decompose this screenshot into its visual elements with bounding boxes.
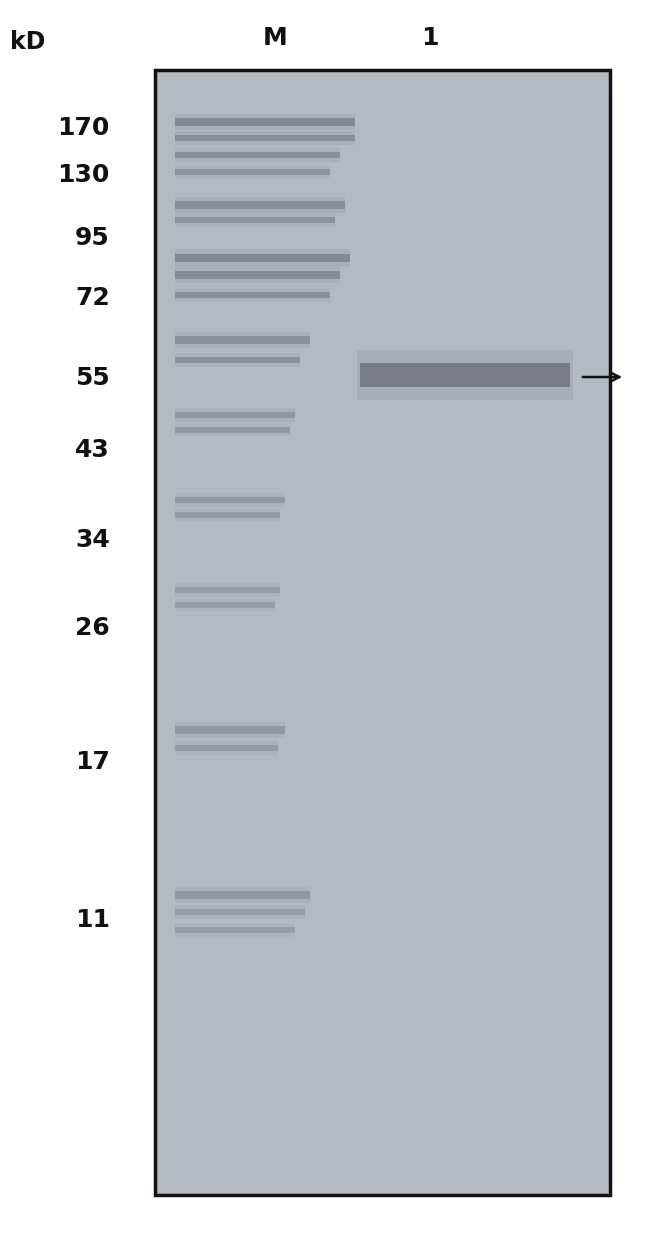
- Bar: [175, 891, 310, 899]
- Text: 26: 26: [75, 616, 110, 640]
- Bar: [175, 198, 345, 212]
- Bar: [360, 362, 570, 388]
- Text: 43: 43: [75, 438, 110, 462]
- Bar: [175, 602, 275, 608]
- Bar: [175, 292, 330, 297]
- Bar: [175, 599, 275, 611]
- Text: M: M: [263, 26, 287, 50]
- Bar: [175, 131, 355, 145]
- Bar: [175, 905, 305, 919]
- Bar: [175, 588, 280, 592]
- Bar: [175, 288, 330, 302]
- Bar: [155, 70, 610, 1195]
- Bar: [175, 428, 290, 432]
- Bar: [175, 424, 290, 436]
- Bar: [175, 268, 340, 282]
- Bar: [175, 118, 355, 126]
- Bar: [175, 352, 300, 367]
- Bar: [357, 350, 573, 400]
- Text: 55: 55: [75, 366, 110, 390]
- Bar: [175, 922, 295, 938]
- Text: 130: 130: [58, 162, 110, 188]
- Bar: [175, 726, 285, 734]
- Bar: [175, 492, 285, 508]
- Bar: [175, 152, 340, 158]
- Bar: [175, 582, 280, 598]
- Bar: [175, 412, 295, 418]
- Bar: [175, 509, 280, 521]
- Text: 34: 34: [75, 528, 110, 552]
- Bar: [175, 249, 350, 268]
- Text: 17: 17: [75, 750, 110, 774]
- Bar: [175, 498, 285, 502]
- Bar: [175, 254, 350, 262]
- Text: 1: 1: [421, 26, 439, 50]
- Bar: [175, 722, 285, 738]
- Bar: [175, 888, 310, 902]
- Bar: [175, 271, 340, 279]
- Bar: [175, 332, 310, 348]
- Bar: [175, 512, 280, 518]
- Bar: [175, 169, 330, 175]
- Bar: [175, 928, 295, 932]
- Bar: [175, 745, 278, 751]
- Bar: [175, 357, 300, 362]
- Bar: [175, 148, 340, 162]
- Text: kD: kD: [10, 30, 46, 54]
- Bar: [175, 217, 335, 222]
- Text: 170: 170: [58, 116, 110, 140]
- Bar: [175, 909, 305, 915]
- Bar: [175, 213, 335, 228]
- Bar: [175, 336, 310, 344]
- Text: 95: 95: [75, 226, 110, 250]
- Bar: [175, 114, 355, 130]
- Text: 72: 72: [75, 286, 110, 310]
- Bar: [175, 741, 278, 755]
- Bar: [175, 166, 330, 177]
- Bar: [175, 201, 345, 209]
- Bar: [175, 408, 295, 422]
- Bar: [175, 135, 355, 141]
- Text: 11: 11: [75, 908, 110, 932]
